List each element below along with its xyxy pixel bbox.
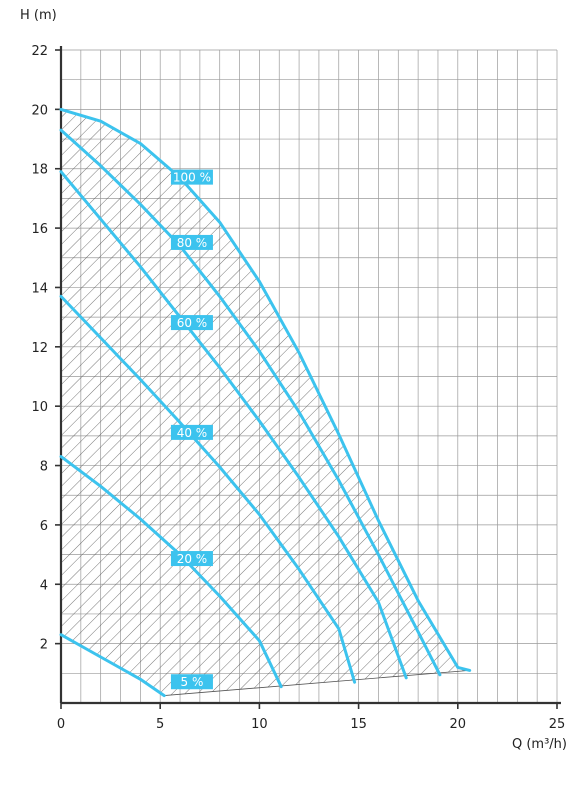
curve-label-box	[170, 315, 213, 331]
y-tick-label: 16	[31, 222, 48, 237]
curve-line	[59, 633, 166, 698]
curve-label: 60 %	[170, 315, 213, 331]
curve-label-box	[170, 234, 213, 250]
x-tick-label: 15	[350, 717, 367, 732]
curve-label-box	[170, 169, 213, 185]
y-tick-label: 8	[40, 460, 48, 475]
curve-label-text: 100 %	[173, 171, 211, 185]
curve-label-box	[170, 674, 213, 690]
curve-label-text: 80 %	[177, 236, 208, 250]
curve-label-text: 5 %	[181, 675, 204, 689]
curve-line	[59, 294, 357, 684]
y-tick-label: 2	[40, 638, 48, 653]
y-tick-label: 4	[40, 578, 48, 593]
x-tick-label: 20	[450, 717, 467, 732]
x-tick-label: 10	[251, 717, 268, 732]
curve-label-box	[170, 551, 213, 567]
y-tick-label: 18	[31, 163, 48, 178]
curve-label: 40 %	[170, 424, 213, 440]
axes: 0 5 10 15 20 25 2 4 6 8 10 12 14 16 18 20 22	[31, 44, 565, 732]
curve-label: 5 %	[170, 674, 213, 690]
hatched-area	[61, 109, 470, 696]
curve-labels: 100 % 80 % 60 % 40 % 20 % 5 %	[170, 169, 213, 690]
operating-area-hatch	[61, 109, 470, 696]
x-tick-label: 5	[156, 717, 164, 732]
curve-label-text: 40 %	[177, 426, 208, 440]
y-tick-label: 6	[40, 519, 48, 534]
x-tick-label: 0	[57, 717, 65, 732]
curve-label: 100 %	[170, 169, 213, 185]
curve-line	[59, 170, 408, 680]
y-tick-label: 22	[31, 44, 48, 59]
curve-line	[59, 128, 442, 677]
y-tick-label: 14	[31, 281, 48, 296]
y-tick-label: 12	[31, 341, 48, 356]
operating-area-bottom-line	[164, 669, 470, 696]
y-axis-title: H (m)	[20, 8, 57, 23]
curve-label: 80 %	[170, 234, 213, 250]
curve-label-text: 20 %	[177, 552, 208, 566]
curve-label-box	[170, 424, 213, 440]
x-axis-title: Q (m³/h)	[512, 737, 567, 752]
y-tick-label: 20	[31, 103, 48, 118]
curve-line	[59, 107, 472, 672]
y-tick-label: 10	[31, 400, 48, 415]
x-tick-label: 25	[549, 717, 566, 732]
curve-label: 20 %	[170, 551, 213, 567]
curve-label-text: 60 %	[177, 316, 208, 330]
